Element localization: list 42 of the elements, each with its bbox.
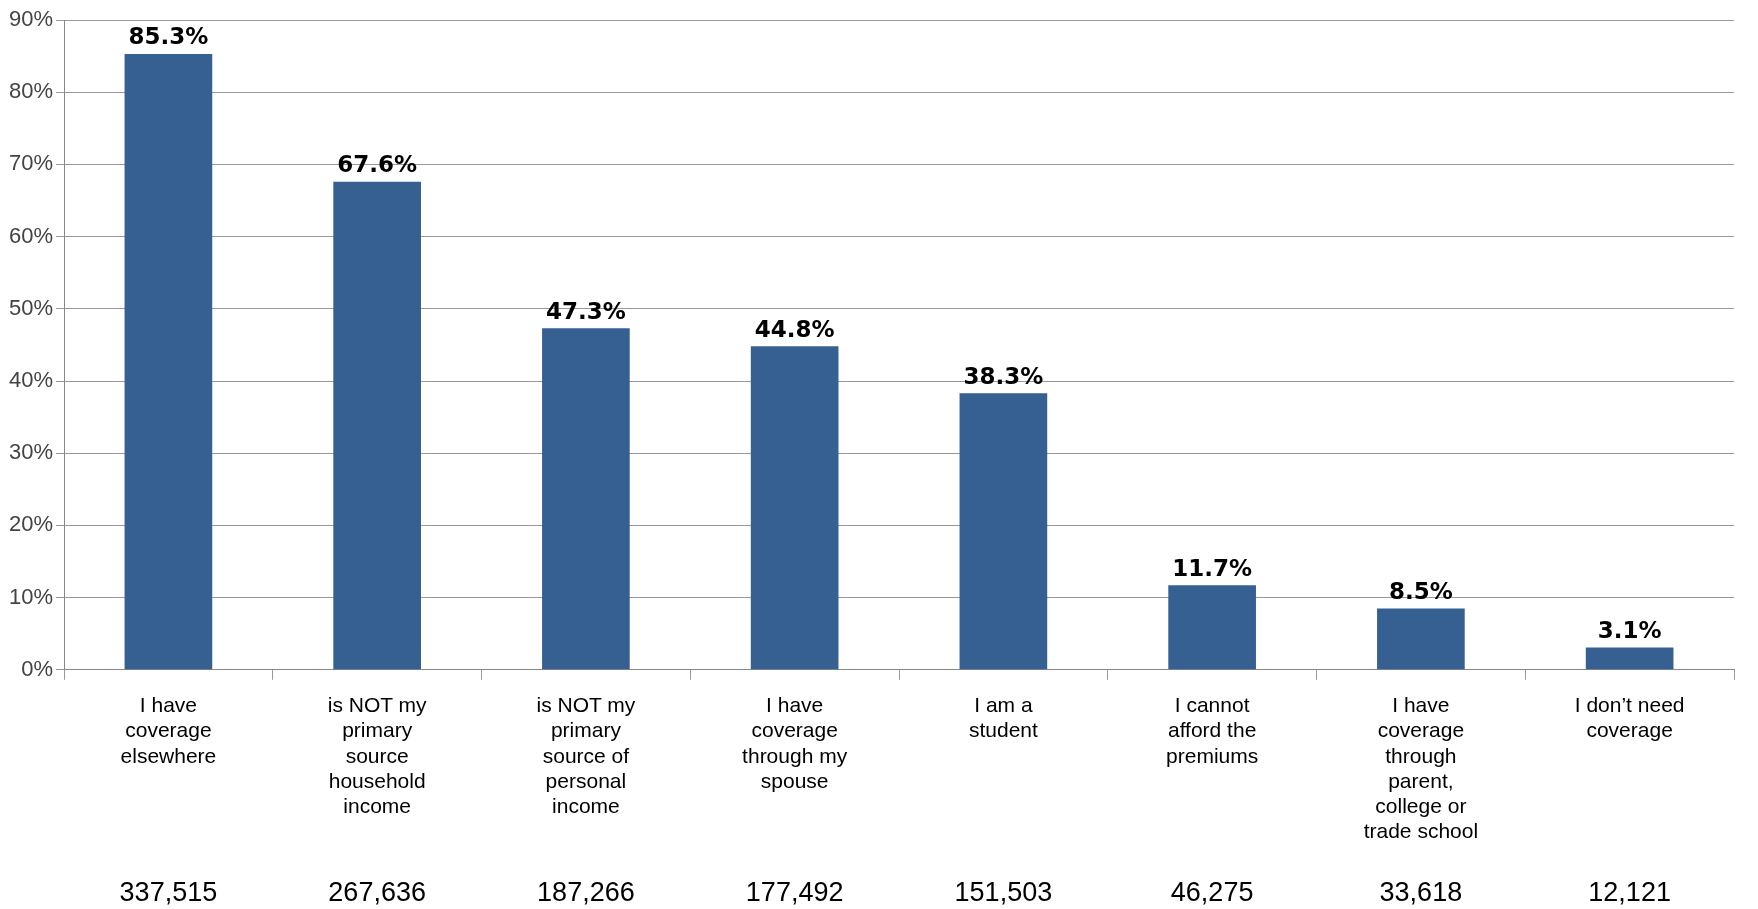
- data-label: 44.8%: [754, 315, 835, 342]
- bar: [542, 328, 630, 670]
- x-tick-label: I don’t need coverage: [1574, 693, 1685, 742]
- y-tick-label: 30%: [8, 439, 54, 465]
- text: 177,492: [745, 877, 844, 907]
- text: 46,275: [1170, 877, 1254, 907]
- data-label: 8.5%: [1388, 577, 1453, 604]
- bar: [959, 393, 1048, 670]
- y-tick-label: 50%: [8, 294, 54, 320]
- text: 33,618: [1379, 877, 1463, 907]
- y-tick-label: 10%: [8, 583, 54, 609]
- bar: [333, 181, 421, 670]
- y-tick-label: 70%: [8, 150, 54, 176]
- x-tick-label: I cannot afford the premiums: [1166, 693, 1259, 767]
- y-tick-label: 40%: [8, 367, 54, 393]
- bar: [750, 346, 839, 670]
- bar: [1585, 647, 1674, 670]
- data-label: 67.6%: [337, 151, 418, 178]
- data-label: 38.3%: [963, 362, 1044, 389]
- y-tick-label: 80%: [8, 78, 54, 104]
- data-label: 47.3%: [546, 297, 626, 324]
- bar: [1168, 585, 1256, 670]
- y-tick-label: 90%: [8, 6, 54, 32]
- text: 12,121: [1588, 877, 1671, 907]
- data-label: 11.7%: [1172, 554, 1253, 581]
- x-tick-label: I am a student: [968, 693, 1038, 742]
- x-tick-label: I have coverage through my spouse: [742, 693, 848, 792]
- data-label: 3.1%: [1597, 616, 1662, 643]
- bar: [124, 53, 213, 670]
- x-tick-label: is NOT my primary source of personal income: [536, 693, 636, 817]
- text: 267,636: [328, 877, 426, 907]
- bar: [1377, 608, 1465, 670]
- y-tick-label: 20%: [8, 511, 54, 537]
- y-tick-label: 60%: [8, 222, 54, 248]
- text: 187,266: [537, 877, 635, 907]
- data-label: 85.3%: [128, 23, 209, 50]
- text: 337,515: [119, 877, 218, 907]
- text: 151,503: [954, 877, 1053, 907]
- x-tick-label: is NOT my primary source household income: [327, 693, 428, 817]
- y-tick-label: 0%: [21, 655, 54, 681]
- x-tick-label: I have coverage elsewhere: [120, 693, 217, 767]
- x-tick-label: I have coverage through parent, college or trade school: [1363, 693, 1479, 843]
